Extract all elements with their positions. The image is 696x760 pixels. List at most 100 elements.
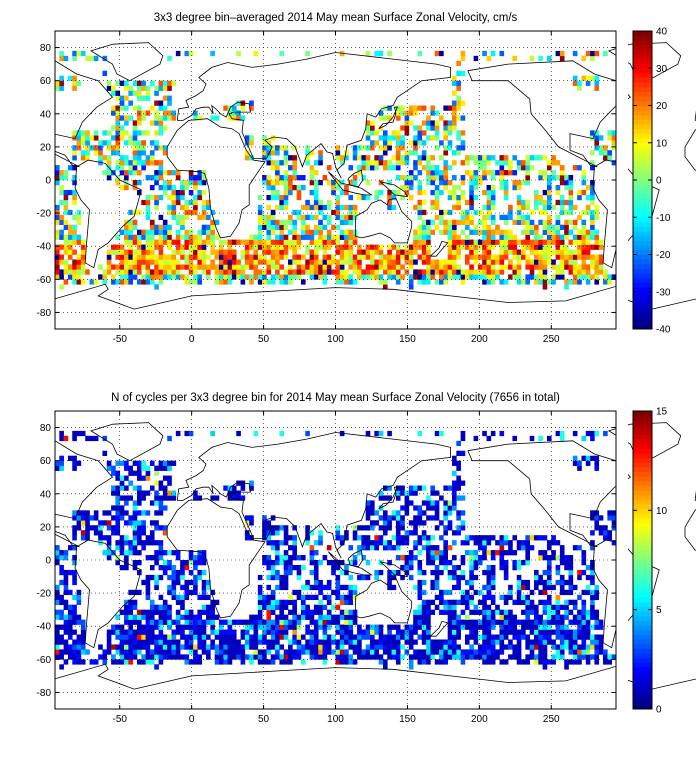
heatmap-cell — [477, 649, 483, 655]
heatmap-cell — [443, 589, 448, 596]
heatmap-cell — [508, 589, 513, 596]
colorbar-swatch — [633, 184, 652, 190]
heatmap-cell — [339, 644, 345, 650]
heatmap-cell — [162, 614, 168, 620]
heatmap-cell — [59, 234, 64, 240]
heatmap-cell — [447, 189, 453, 196]
heatmap-cell — [214, 649, 220, 655]
heatmap-cell — [417, 505, 423, 511]
heatmap-cell — [490, 279, 496, 285]
heatmap-cell — [227, 259, 233, 265]
heatmap-cell — [508, 229, 513, 235]
heatmap-cell — [534, 604, 539, 610]
heatmap-cell — [292, 540, 297, 546]
heatmap-cell — [292, 224, 297, 230]
heatmap-cell — [417, 594, 423, 601]
heatmap-cell — [542, 654, 548, 660]
heatmap-cell — [529, 209, 535, 216]
heatmap-cell — [361, 574, 367, 581]
heatmap-cell — [262, 624, 267, 630]
heatmap-cell — [443, 644, 448, 650]
heatmap-cell — [201, 649, 207, 655]
heatmap-cell — [529, 274, 535, 280]
heatmap-cell — [197, 659, 203, 665]
heatmap-cell — [136, 279, 142, 285]
heatmap-cell — [115, 160, 121, 166]
heatmap-cell — [413, 229, 418, 235]
heatmap-cell — [482, 264, 487, 270]
heatmap-cell — [417, 184, 423, 191]
heatmap-cell — [175, 274, 181, 280]
heatmap-cell — [128, 520, 133, 526]
heatmap-cell — [370, 274, 375, 280]
heatmap-cell — [206, 584, 211, 591]
heatmap-cell — [279, 244, 285, 250]
heatmap-cell — [404, 150, 410, 156]
heatmap-cell — [490, 259, 496, 265]
heatmap-cell — [443, 165, 448, 171]
heatmap-cell — [564, 624, 569, 630]
heatmap-cell — [357, 259, 362, 265]
heatmap-cell — [400, 515, 405, 521]
heatmap-cell — [486, 249, 492, 255]
heatmap-cell — [197, 194, 203, 201]
heatmap-cell — [115, 180, 121, 186]
heatmap-cell — [585, 244, 591, 250]
heatmap-cell — [503, 550, 509, 556]
heatmap-cell — [538, 239, 543, 245]
heatmap-cell — [322, 649, 328, 655]
heatmap-cell — [59, 460, 64, 466]
heatmap-cell — [124, 644, 129, 650]
heatmap-cell — [559, 435, 565, 442]
coastline — [90, 422, 164, 462]
heatmap-cell — [231, 639, 237, 645]
heatmap-cell — [546, 165, 552, 171]
heatmap-cell — [283, 204, 289, 211]
heatmap-cell — [447, 264, 453, 270]
heatmap-cell — [594, 659, 600, 665]
heatmap-cell — [572, 654, 578, 660]
heatmap-cell — [590, 604, 595, 610]
heatmap-cell — [305, 609, 310, 615]
heatmap-cell — [257, 214, 263, 221]
heatmap-cell — [167, 209, 172, 216]
colorbar-swatch — [633, 424, 652, 431]
heatmap-cell — [167, 244, 172, 250]
heatmap-cell — [490, 644, 496, 650]
heatmap-cell — [115, 244, 121, 250]
heatmap-cell — [464, 259, 470, 265]
heatmap-cell — [158, 525, 164, 531]
colorbar-swatch — [633, 546, 652, 552]
heatmap-cell — [262, 634, 267, 640]
heatmap-cell — [115, 90, 121, 96]
y-tick-label: -60 — [37, 275, 52, 286]
heatmap-cell — [275, 219, 280, 225]
heatmap-cell — [572, 259, 578, 265]
heatmap-cell — [335, 194, 341, 201]
heatmap-cell — [568, 249, 574, 255]
heatmap-cell — [305, 530, 310, 536]
heatmap-cell — [473, 560, 479, 566]
heatmap-cell — [262, 175, 267, 181]
heatmap-cell — [370, 130, 375, 136]
heatmap-cell — [572, 659, 578, 665]
heatmap-cell — [106, 269, 112, 275]
heatmap-cell — [559, 194, 565, 201]
heatmap-cell — [378, 569, 384, 576]
heatmap-cell — [421, 485, 427, 491]
heatmap-cell — [357, 550, 362, 556]
heatmap-cell — [361, 160, 367, 166]
heatmap-cell — [76, 639, 82, 645]
heatmap-cell — [413, 175, 418, 181]
heatmap-cell — [240, 274, 246, 280]
heatmap-cell — [218, 634, 224, 640]
heatmap-cell — [607, 654, 612, 660]
heatmap-cell — [572, 455, 578, 461]
heatmap-cell — [55, 175, 60, 181]
heatmap-cell — [236, 259, 241, 265]
heatmap-cell — [426, 495, 431, 501]
heatmap-cell — [482, 609, 487, 615]
heatmap-cell — [503, 249, 509, 255]
heatmap-cell — [188, 239, 194, 245]
heatmap-cell — [344, 155, 349, 161]
